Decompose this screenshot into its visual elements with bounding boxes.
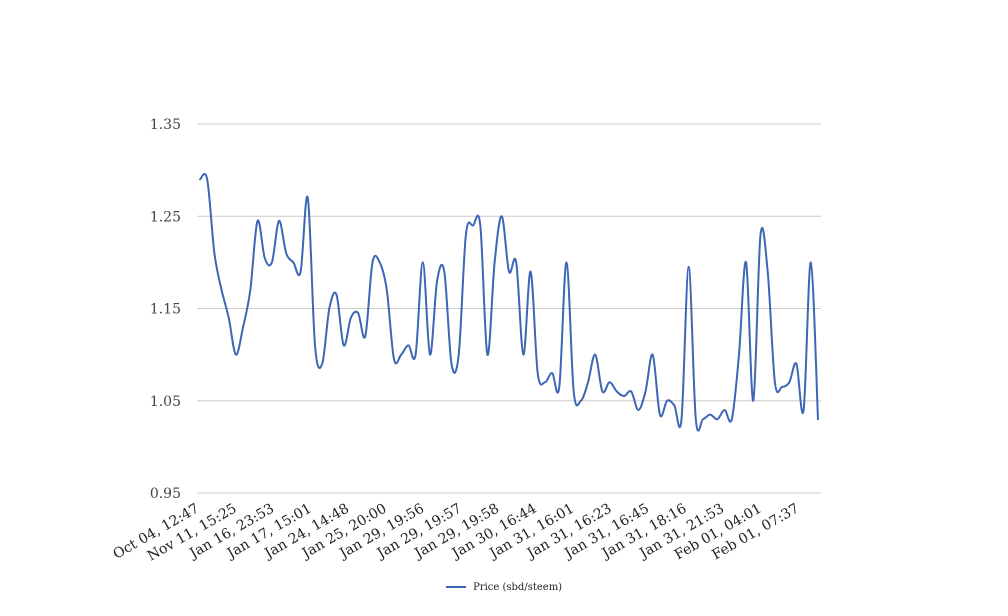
legend-label: Price (sbd/steem)	[473, 582, 563, 593]
legend[interactable]: Price (sbd/steem)	[0, 582, 1008, 593]
grid-lines	[197, 123, 821, 494]
legend-swatch	[445, 585, 466, 588]
y-tick-label: 1.05	[150, 394, 181, 410]
y-tick-label: 1.25	[150, 209, 181, 225]
y-tick-label: 1.15	[150, 302, 181, 318]
series-line-price	[199, 172, 819, 432]
y-tick-label: 0.95	[150, 486, 181, 502]
y-tick-label: 1.35	[150, 117, 181, 133]
y-axis-ticks: 1.35 1.25 1.15 1.05 0.95	[150, 117, 181, 502]
